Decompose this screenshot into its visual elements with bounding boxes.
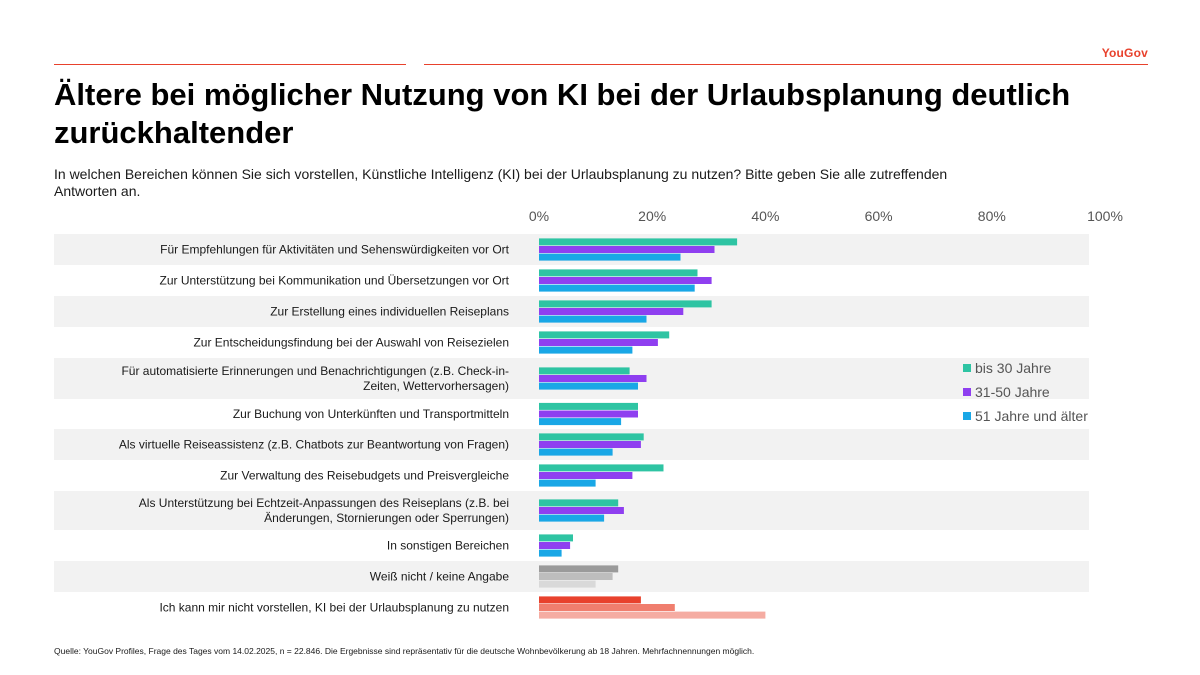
bar [539,253,681,261]
bar [539,277,712,284]
category-label: Änderungen, Stornierungen oder Sperrunge… [264,511,509,525]
bar [539,433,644,441]
bar [539,596,641,604]
page-title: Ältere bei möglicher Nutzung von KI bei … [54,77,1071,150]
category-label: Weiß nicht / keine Angabe [370,570,510,584]
legend-swatch [963,388,971,396]
bar [539,367,630,375]
bar [539,402,638,410]
legend-label: 51 Jahre und älter [975,408,1088,424]
bar [539,441,641,448]
category-label: Ich kann mir nicht vorstellen, KI bei de… [159,601,509,615]
x-tick-label: 0% [529,208,549,224]
bar [539,382,638,390]
category-label: Als virtuelle Reiseassistenz (z.B. Chatb… [119,438,509,452]
x-tick-label: 60% [865,208,893,224]
bar [539,549,562,557]
bar [539,514,605,522]
source-note: Quelle: YouGov Profiles, Frage des Tages… [54,646,755,656]
category-label: Als Unterstützung bei Echtzeit-Anpassung… [139,496,509,510]
bar [539,410,638,418]
bar [539,339,658,346]
bar [539,300,712,308]
yougov-logo: YouGov [1101,46,1148,60]
bar [539,448,613,456]
bar [539,534,573,542]
bar [539,472,633,479]
bar [539,246,715,253]
category-label: Zur Verwaltung des Reisebudgets und Prei… [220,469,509,483]
bar [539,464,664,472]
header-rule-left [54,64,406,65]
bar [539,284,695,292]
bar [539,418,622,426]
category-label: Zur Buchung von Unterkünften und Transpo… [233,407,509,421]
bar [539,308,684,315]
bar [539,507,624,514]
bar [539,565,619,573]
bar [539,604,675,611]
bar [539,573,613,580]
category-label: Zur Unterstützung bei Kommunikation und … [159,274,509,288]
bar [539,269,698,277]
page-subtitle: In welchen Bereichen können Sie sich vor… [54,166,948,199]
legend-label: 31-50 Jahre [975,384,1050,400]
category-label: Zur Erstellung eines individuellen Reise… [270,305,509,319]
category-label: Für automatisierte Erinnerungen und Bena… [121,364,509,378]
legend-label: bis 30 Jahre [975,360,1051,376]
x-tick-label: 80% [978,208,1006,224]
x-tick-label: 100% [1087,208,1123,224]
x-tick-label: 40% [751,208,779,224]
bar [539,499,619,507]
category-label: Zur Entscheidungsfindung bei der Auswahl… [193,336,509,350]
x-tick-label: 20% [638,208,666,224]
bar [539,580,596,588]
bar [539,346,633,354]
category-label: In sonstigen Bereichen [387,539,509,553]
bar [539,238,738,246]
header-rule-right [424,64,1148,65]
bar [539,375,647,382]
bar [539,479,596,487]
bar [539,315,647,323]
legend-swatch [963,364,971,372]
bar [539,542,571,549]
category-label: Für Empfehlungen für Aktivitäten und Seh… [160,243,510,257]
bar [539,611,766,619]
category-label: Zeiten, Wettervorhersagen) [363,379,509,393]
legend-swatch [963,412,971,420]
bar [539,331,670,339]
